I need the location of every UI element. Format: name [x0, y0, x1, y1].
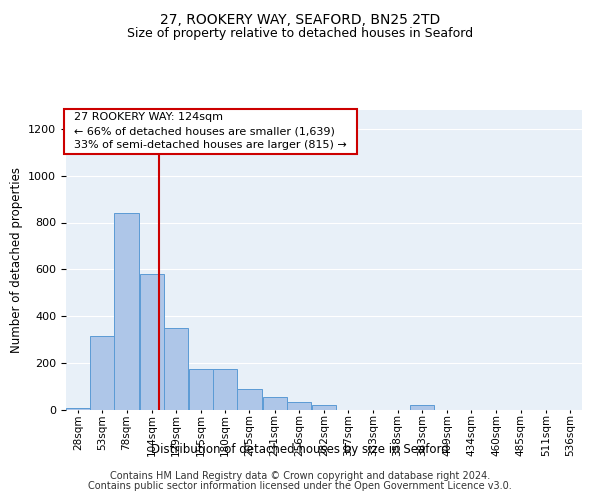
- Text: Contains public sector information licensed under the Open Government Licence v3: Contains public sector information licen…: [88, 481, 512, 491]
- Text: Distribution of detached houses by size in Seaford: Distribution of detached houses by size …: [151, 444, 449, 456]
- Text: 27, ROOKERY WAY, SEAFORD, BN25 2TD: 27, ROOKERY WAY, SEAFORD, BN25 2TD: [160, 12, 440, 26]
- Bar: [164, 328, 188, 410]
- Bar: [238, 389, 262, 410]
- Text: Size of property relative to detached houses in Seaford: Size of property relative to detached ho…: [127, 28, 473, 40]
- Y-axis label: Number of detached properties: Number of detached properties: [10, 167, 23, 353]
- Text: Contains HM Land Registry data © Crown copyright and database right 2024.: Contains HM Land Registry data © Crown c…: [110, 471, 490, 481]
- Bar: [90, 336, 115, 410]
- Bar: [312, 406, 336, 410]
- Bar: [263, 397, 287, 410]
- Bar: [189, 369, 213, 410]
- Bar: [140, 274, 164, 410]
- Bar: [213, 369, 238, 410]
- Bar: [287, 402, 311, 410]
- Bar: [66, 408, 90, 410]
- Bar: [410, 406, 434, 410]
- Bar: [115, 213, 139, 410]
- Text: 27 ROOKERY WAY: 124sqm  
  ← 66% of detached houses are smaller (1,639)  
  33% : 27 ROOKERY WAY: 124sqm ← 66% of detached…: [67, 112, 354, 150]
